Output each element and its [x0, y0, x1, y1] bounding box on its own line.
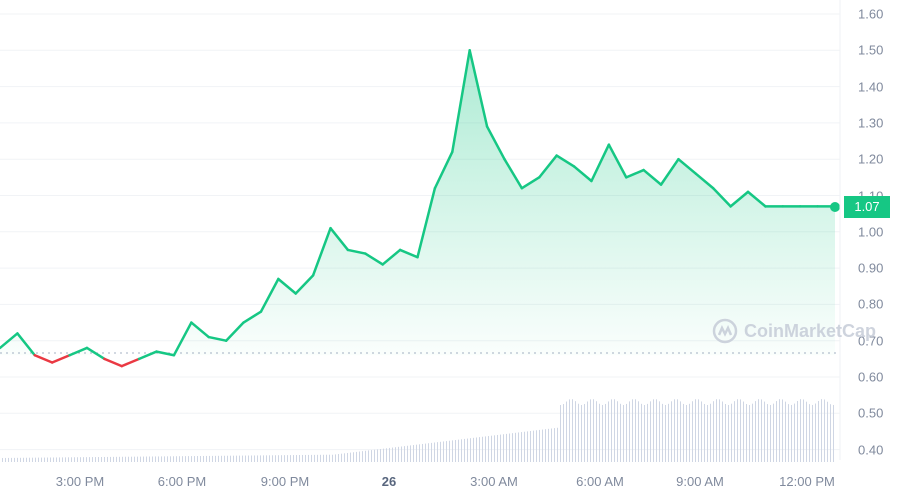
y-tick-label: 0.80	[858, 296, 884, 312]
watermark-text: CoinMarketCap	[744, 320, 877, 341]
y-tick-label: 1.20	[858, 151, 884, 167]
y-tick-label: 1.60	[858, 6, 884, 22]
price-area	[0, 50, 835, 356]
y-tick-label: 1.40	[858, 79, 884, 95]
x-tick-label: 3:00 AM	[470, 474, 518, 489]
y-tick-label: 1.50	[858, 42, 884, 58]
x-tick-label: 9:00 AM	[676, 474, 724, 489]
y-tick-label: 0.90	[858, 260, 884, 276]
watermark: CoinMarketCap	[712, 318, 876, 344]
coinmarketcap-logo-icon	[712, 318, 738, 344]
x-tick-label: 6:00 PM	[157, 474, 207, 489]
current-price-badge: 1.07	[844, 196, 890, 218]
y-tick-label: 1.30	[858, 115, 884, 131]
y-tick-label: 0.70	[858, 333, 884, 349]
y-tick-label: 1.00	[858, 224, 884, 240]
volume-bars	[2, 399, 834, 462]
x-tick-label: 3:00 PM	[55, 474, 105, 489]
price-line	[0, 49, 837, 368]
x-tick-label: 12:00 PM	[779, 474, 835, 489]
x-tick-label: 26	[381, 474, 397, 489]
x-tick-label: 9:00 PM	[260, 474, 310, 489]
x-tick-label: 6:00 AM	[576, 474, 624, 489]
y-tick-label: 0.60	[858, 369, 884, 385]
current-price-dot	[830, 202, 840, 212]
y-tick-label: 0.50	[858, 405, 884, 421]
y-tick-label: 0.40	[858, 442, 884, 458]
